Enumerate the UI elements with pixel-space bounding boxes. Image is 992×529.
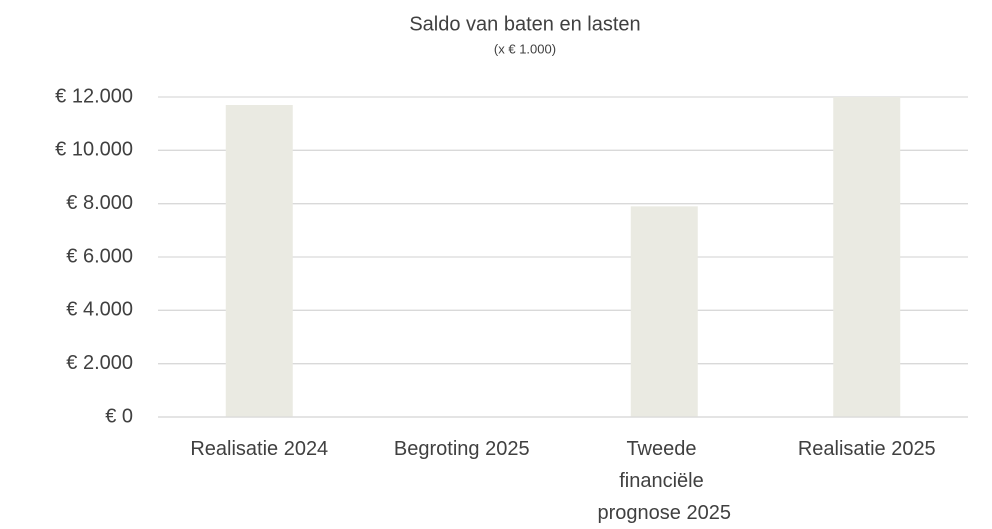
y-tick-label: € 0	[105, 405, 133, 427]
y-tick-label: € 8.000	[66, 192, 133, 214]
x-tick-label: Realisatie 2025	[798, 438, 936, 460]
bar	[630, 206, 698, 417]
y-tick-label: € 2.000	[66, 352, 133, 374]
x-tick-label: Tweede financiële prognose 2025	[598, 438, 731, 524]
chart-subtitle: (x € 1.000)	[494, 41, 556, 56]
bar	[225, 105, 293, 417]
x-tick-label: Begroting 2025	[394, 438, 530, 460]
y-tick-label: € 4.000	[66, 299, 133, 321]
y-tick-label: € 10.000	[55, 139, 133, 161]
y-tick-label: € 6.000	[66, 245, 133, 267]
chart-title: Saldo van baten en lasten	[409, 13, 640, 35]
y-tick-label: € 12.000	[55, 85, 133, 107]
x-tick-label: Realisatie 2024	[190, 438, 328, 460]
bar	[833, 97, 901, 417]
